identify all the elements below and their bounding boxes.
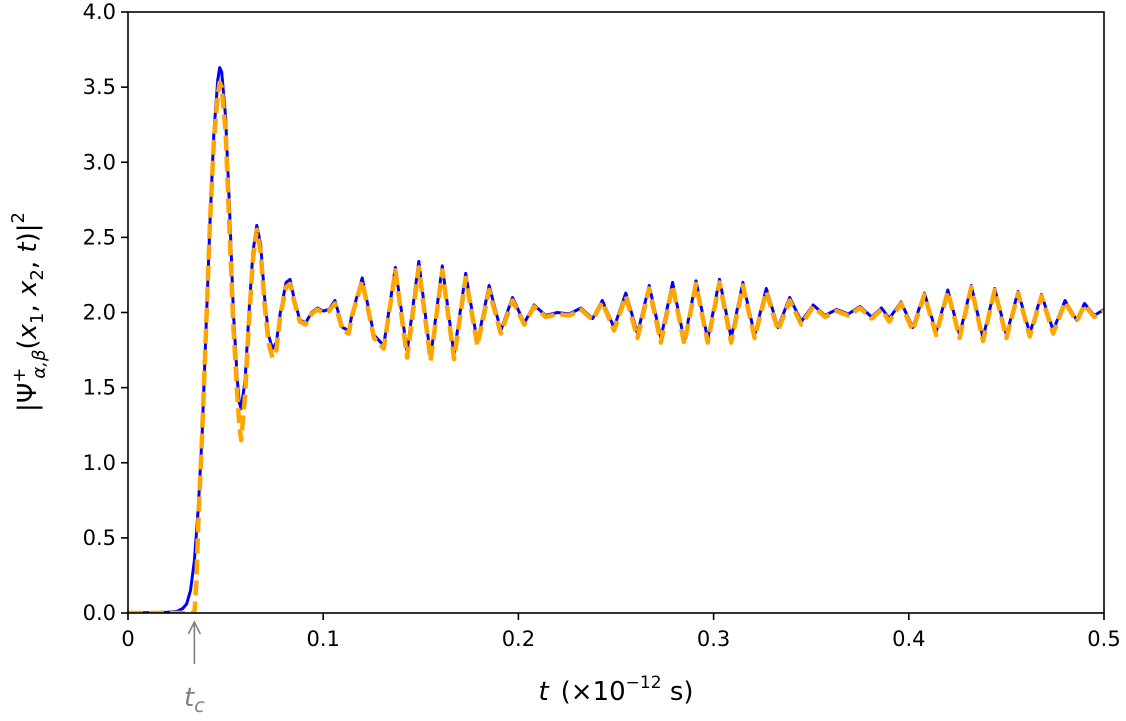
y-tick-label: 1.5: [83, 376, 116, 400]
y-label-x2: x: [13, 280, 43, 297]
tc-label-sub: c: [194, 695, 205, 717]
x-axis-label-var: t: [538, 677, 549, 707]
y-label-prefix: |Ψ: [13, 383, 43, 412]
y-axis-ticks: 0.0 0.5 1.0 1.5 2.0 2.5 3.0 3.5 4.0: [83, 0, 128, 625]
tc-annotation: tc: [184, 620, 205, 717]
y-label-x1: x: [13, 323, 43, 340]
x-tick-label: 0.2: [502, 627, 535, 651]
x-tick-label: 0.4: [892, 627, 925, 651]
x-axis-label-exponent: −12: [626, 673, 662, 693]
tc-arrow-head: [187, 620, 202, 635]
x-axis-ticks: 0 0.1 0.2 0.3 0.4 0.5: [121, 613, 1121, 651]
y-label-comma-2: ,: [13, 253, 43, 270]
y-label-t: t: [13, 242, 43, 253]
y-tick-label: 1.0: [83, 451, 116, 475]
y-label-args-open: (: [13, 339, 43, 349]
tc-label: tc: [184, 683, 205, 717]
y-tick-label: 2.5: [83, 225, 116, 249]
x-tick-label: 0.3: [697, 627, 730, 651]
series-layer: [128, 66, 1104, 613]
y-label-args-close: )|: [13, 224, 43, 243]
y-tick-label: 3.5: [83, 75, 116, 99]
y-label-sub: α,β: [29, 350, 50, 379]
y-axis-label: |Ψ+α,β(x1, x2, t)|2: [8, 212, 50, 412]
y-label-sup: +: [9, 368, 30, 383]
y-tick-label: 3.0: [83, 150, 116, 174]
x-tick-label: 0.1: [306, 627, 339, 651]
x-axis-label-unit: s): [662, 677, 694, 707]
x-tick-label: 0: [121, 627, 134, 651]
y-tick-label: 2.0: [83, 301, 116, 325]
y-tick-label: 0.0: [83, 601, 116, 625]
y-label-x2-sub: 2: [27, 269, 48, 280]
tc-label-var: t: [184, 683, 195, 713]
x-tick-label: 0.5: [1087, 627, 1120, 651]
x-axis-label-prefix: (×10: [561, 677, 626, 707]
y-label-comma: ,: [13, 296, 43, 313]
plot-frame: [127, 11, 1105, 614]
series-line-1: [128, 66, 1104, 613]
x-axis-label: t (×10−12 s): [538, 673, 693, 707]
y-tick-label: 0.5: [83, 526, 116, 550]
y-label-exponent: 2: [8, 212, 29, 223]
series-line-2: [128, 80, 1104, 613]
y-tick-label: 4.0: [83, 0, 116, 24]
y-label-x1-sub: 1: [27, 313, 48, 324]
